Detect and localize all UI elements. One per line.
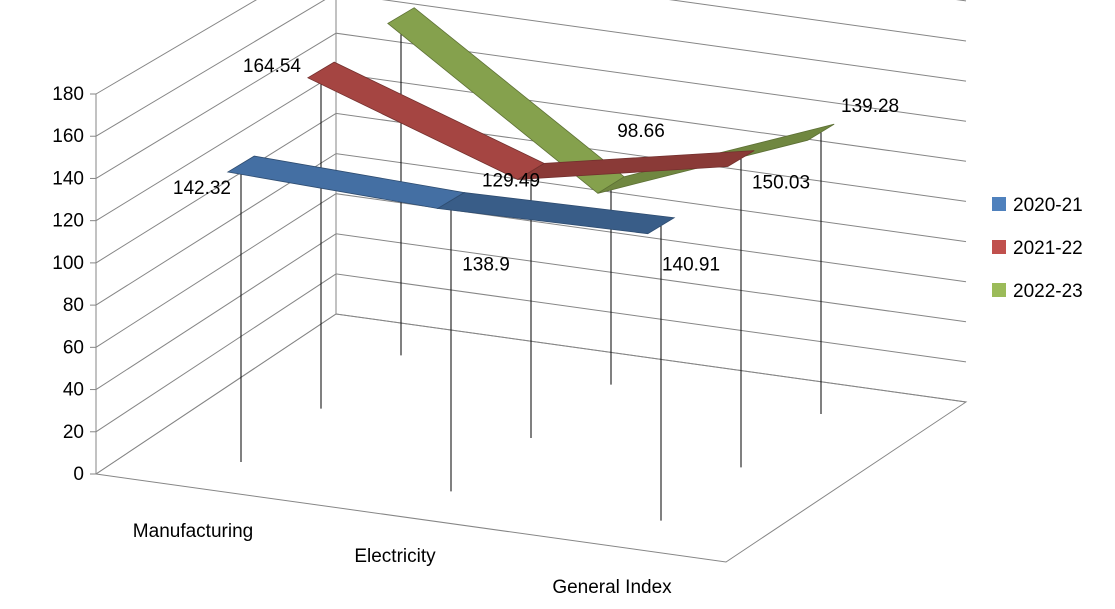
- legend-swatch-2020-21: [992, 197, 1006, 211]
- y-tick-label-100: 100: [52, 253, 84, 274]
- y-tick-label-60: 60: [63, 337, 84, 358]
- y-tick-label-40: 40: [63, 380, 84, 401]
- gridline: [956, 0, 967, 2]
- legend-swatch-2022-23: [992, 283, 1006, 297]
- legend-label-2022-23: 2022-23: [1013, 281, 1083, 302]
- data-label-2022-23-general-index: 139.28: [841, 96, 899, 117]
- data-label-2022-23-electricity: 98.66: [617, 121, 665, 142]
- y-tick-label-80: 80: [63, 295, 84, 316]
- gridline: [95, 313, 967, 475]
- gridline: [95, 0, 967, 95]
- ribbon-segment-2020-21-1: [226, 155, 466, 209]
- data-label-2021-22-general-index: 150.03: [752, 173, 810, 194]
- y-tick-label-120: 120: [52, 211, 84, 232]
- legend-item-2021-22: 2021-22: [992, 238, 1083, 259]
- data-label-2020-21-manufacturing: 142.32: [173, 178, 231, 199]
- x-axis-ticks: Manufacturing Electricity General Index: [133, 521, 672, 598]
- gridline: [95, 273, 967, 433]
- legend: 2020-21 2021-22 2022-23: [992, 195, 1083, 302]
- y-tick-label-140: 140: [52, 168, 84, 189]
- series-2020-21: [226, 155, 676, 521]
- ribbon-segment-2021-22-2: [517, 150, 755, 180]
- legend-item-2022-23: 2022-23: [992, 281, 1083, 302]
- x-tick-label-manufacturing: Manufacturing: [133, 521, 253, 542]
- data-label-2021-22-electricity: 129.49: [482, 170, 540, 191]
- gridline: [95, 193, 967, 348]
- gridline: [95, 233, 967, 391]
- data-label-2020-21-electricity: 138.9: [462, 255, 510, 276]
- x-tick-label-electricity: Electricity: [354, 546, 436, 567]
- gridline: [95, 0, 967, 137]
- x-tick-label-general-index: General Index: [552, 577, 672, 598]
- gridline: [95, 112, 967, 264]
- legend-swatch-2021-22: [992, 240, 1006, 254]
- legend-label-2020-21: 2020-21: [1013, 195, 1083, 216]
- gridline: [95, 32, 967, 179]
- y-tick-label-20: 20: [63, 422, 84, 443]
- data-label-2020-21-general-index: 140.91: [662, 255, 720, 276]
- legend-label-2021-22: 2021-22: [1013, 238, 1083, 259]
- legend-item-2020-21: 2020-21: [992, 195, 1083, 216]
- y-axis-ticks: 0 20 40 60 80 100 120 140 160 180: [52, 84, 96, 485]
- data-label-2021-22-manufacturing: 164.54: [243, 56, 302, 77]
- gridlines: [95, 0, 967, 475]
- series-ribbons: [226, 7, 835, 521]
- gridline: [95, 153, 967, 306]
- y-tick-label-0: 0: [73, 464, 84, 485]
- y-tick-label-180: 180: [52, 84, 84, 105]
- y-tick-label-160: 160: [52, 126, 84, 147]
- data-labels: 142.32138.9140.91164.54129.49150.03167.9…: [173, 56, 899, 276]
- ribbon-segment-2020-21-2: [436, 192, 676, 235]
